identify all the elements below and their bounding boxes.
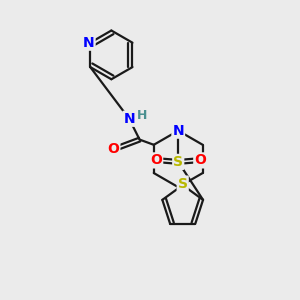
- Text: O: O: [194, 153, 206, 167]
- Text: S: S: [178, 177, 188, 190]
- Text: S: S: [173, 155, 183, 169]
- Text: O: O: [107, 142, 119, 155]
- Text: N: N: [83, 36, 94, 50]
- Text: H: H: [136, 109, 147, 122]
- Text: O: O: [150, 153, 162, 167]
- Text: N: N: [172, 124, 184, 138]
- Text: N: N: [123, 112, 135, 126]
